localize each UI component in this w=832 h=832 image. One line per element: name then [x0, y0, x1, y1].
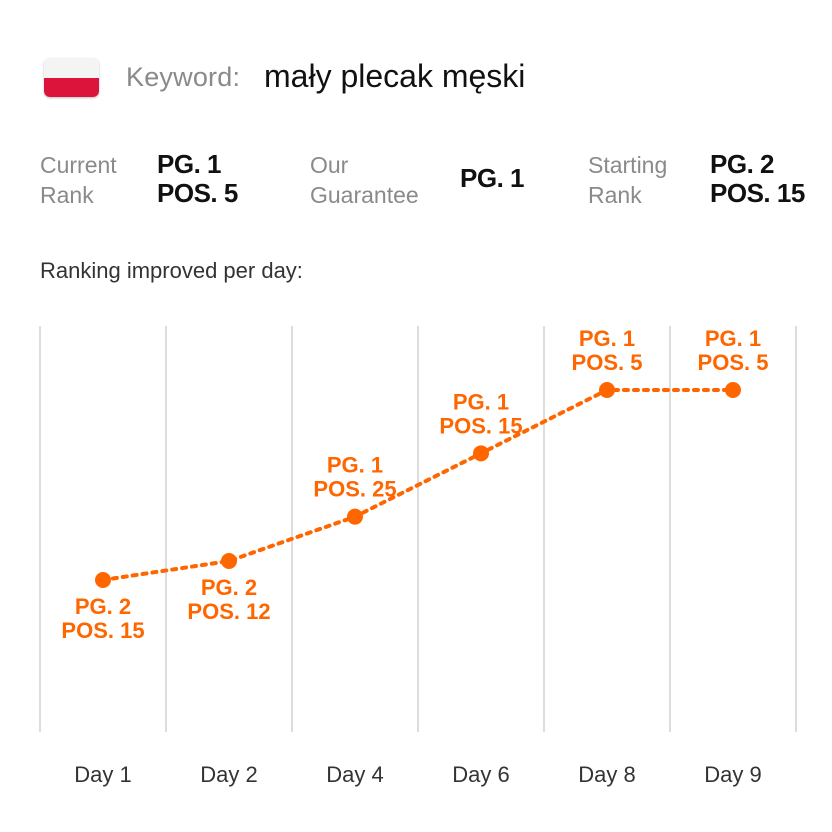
series-line: [101, 388, 735, 582]
keyword-label: Keyword:: [126, 62, 241, 92]
data-point: [221, 553, 237, 569]
data-label-page: PG. 2: [75, 594, 131, 619]
starting-rank-label: Starting Rank: [588, 152, 668, 208]
data-label-page: PG. 1: [453, 389, 509, 414]
current-rank-value: PG. 1 POS. 5: [157, 149, 238, 208]
data-label-position: POS. 12: [187, 599, 270, 624]
chart-subtitle: Ranking improved per day:: [40, 258, 303, 283]
x-tick-label: Day 6: [452, 762, 509, 787]
x-tick-label: Day 2: [200, 762, 257, 787]
data-point: [725, 382, 741, 398]
data-label-page: PG. 1: [705, 326, 761, 351]
data-point: [473, 445, 489, 462]
data-point: [95, 572, 111, 588]
starting-rank-value: PG. 2 POS. 15: [710, 149, 805, 208]
data-label-position: POS. 5: [572, 350, 643, 375]
x-tick-label: Day 9: [704, 762, 761, 787]
data-point: [347, 508, 363, 525]
our-guarantee-value: PG. 1: [460, 163, 524, 193]
current-rank-label: Current Rank: [40, 152, 117, 208]
x-tick-label: Day 4: [326, 762, 383, 787]
data-label-position: POS. 15: [439, 413, 522, 438]
data-point: [599, 382, 615, 398]
poland-flag-icon: [44, 58, 99, 97]
data-label-position: POS. 5: [698, 350, 769, 375]
keyword-value: mały plecak męski: [264, 58, 526, 94]
data-label-position: POS. 15: [61, 618, 144, 643]
data-label-page: PG. 1: [327, 453, 383, 478]
x-tick-label: Day 1: [74, 762, 131, 787]
data-label-page: PG. 1: [579, 326, 635, 351]
x-tick-label: Day 8: [578, 762, 635, 787]
data-label-page: PG. 2: [201, 575, 257, 600]
our-guarantee-label: Our Guarantee: [310, 152, 419, 208]
data-label-position: POS. 25: [313, 477, 396, 502]
